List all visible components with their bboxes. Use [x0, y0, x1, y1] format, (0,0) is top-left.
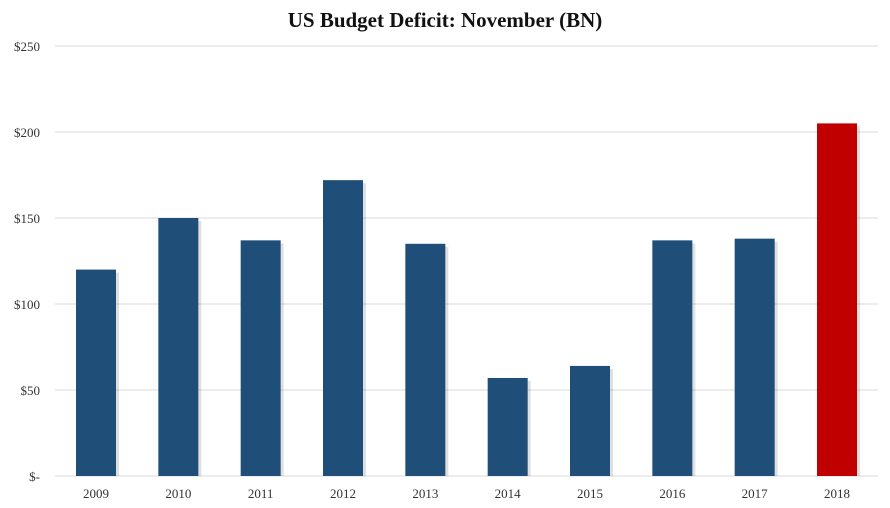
x-tick-label: 2015 — [577, 486, 603, 501]
x-tick-label: 2017 — [742, 486, 769, 501]
x-tick-label: 2016 — [659, 486, 686, 501]
y-tick-label: $- — [29, 469, 40, 484]
bars — [76, 123, 860, 477]
y-axis-tick-labels: $- $50 $100 $150 $200 $250 — [14, 39, 40, 484]
chart-title: US Budget Deficit: November (BN) — [288, 8, 603, 32]
bar-2009 — [76, 269, 116, 476]
bar-2016 — [652, 240, 693, 476]
y-tick-label: $150 — [14, 211, 40, 226]
x-tick-label: 2018 — [824, 486, 850, 501]
x-tick-label: 2011 — [248, 486, 274, 501]
bar-2010 — [158, 218, 199, 476]
bar-2011 — [240, 240, 281, 476]
x-tick-label: 2013 — [412, 486, 438, 501]
bar-2017 — [734, 238, 775, 476]
bar-2015 — [570, 365, 610, 476]
y-tick-label: $100 — [14, 297, 40, 312]
y-tick-label: $250 — [14, 39, 40, 54]
bar-2018 — [817, 123, 857, 477]
bar-2012 — [323, 180, 363, 476]
y-tick-label: $50 — [21, 383, 41, 398]
x-tick-label: 2014 — [495, 486, 522, 501]
x-tick-label: 2009 — [83, 486, 109, 501]
bar-2013 — [405, 243, 446, 476]
x-tick-label: 2012 — [330, 486, 356, 501]
x-tick-label: 2010 — [165, 486, 191, 501]
y-tick-label: $200 — [14, 125, 40, 140]
x-axis-tick-labels: 2009 2010 2011 2012 2013 2014 2015 2016 2017 2018 — [83, 486, 850, 501]
bar-2014 — [487, 377, 528, 476]
